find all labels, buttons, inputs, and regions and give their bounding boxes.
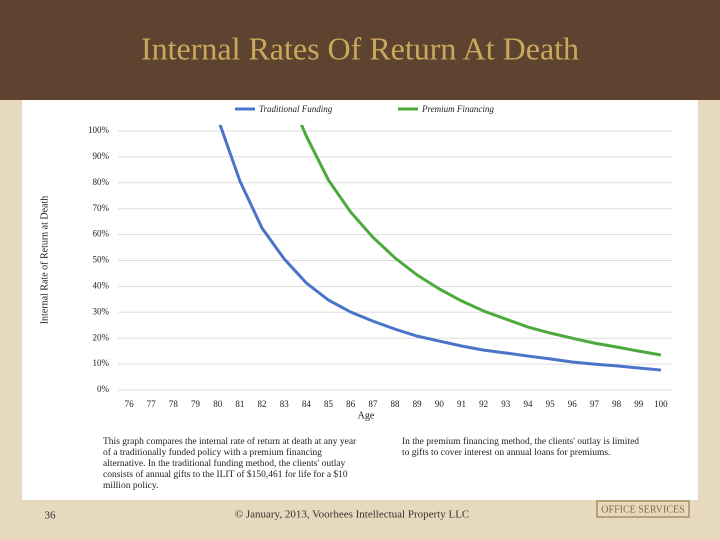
x-tick-label: 99 (634, 399, 644, 409)
x-tick-label: 94 (523, 399, 533, 409)
x-tick-label: 86 (346, 399, 356, 409)
x-tick-label: 81 (235, 399, 244, 409)
logo: OFFICE SERVICES (601, 504, 684, 515)
x-tick-label: 84 (302, 399, 312, 409)
logo-box (596, 500, 690, 518)
legend-label: Traditional Funding (259, 104, 333, 114)
x-tick-label: 92 (479, 399, 488, 409)
x-tick-label: 100 (654, 399, 668, 409)
page-number: 36 (45, 510, 57, 522)
y-tick-label: 60% (93, 229, 110, 239)
header-band (0, 0, 720, 100)
y-tick-label: 70% (93, 203, 110, 213)
y-tick-label: 20% (93, 332, 110, 342)
y-tick-label: 0% (97, 384, 110, 394)
y-tick-label: 90% (93, 151, 110, 161)
legend-label: Premium Financing (421, 104, 494, 114)
x-tick-label: 98 (612, 399, 622, 409)
note: This graph compares the internal rate of… (103, 437, 357, 491)
x-tick-label: 79 (191, 399, 201, 409)
y-tick-label: 40% (93, 280, 110, 290)
x-tick-label: 77 (147, 399, 157, 409)
x-tick-label: 76 (125, 399, 135, 409)
x-tick-label: 96 (568, 399, 578, 409)
x-tick-label: 89 (413, 399, 423, 409)
x-tick-label: 78 (169, 399, 179, 409)
x-tick-label: 87 (368, 399, 378, 409)
x-tick-label: 85 (324, 399, 334, 409)
y-tick-label: 100% (88, 125, 110, 135)
x-tick-label: 88 (391, 399, 401, 409)
note: In the premium financing method, the cli… (402, 437, 640, 458)
x-axis-label: Age (358, 410, 375, 421)
x-tick-label: 93 (501, 399, 511, 409)
x-tick-label: 90 (435, 399, 445, 409)
x-tick-label: 82 (258, 399, 267, 409)
slide-title: Internal Rates Of Return At Death (141, 30, 579, 66)
y-axis-label: Internal Rate of Return at Death (39, 196, 50, 325)
y-tick-label: 30% (93, 306, 110, 316)
x-tick-label: 97 (590, 399, 600, 409)
y-tick-label: 50% (93, 255, 110, 265)
x-tick-label: 83 (280, 399, 290, 409)
x-tick-label: 95 (546, 399, 556, 409)
y-tick-label: 80% (93, 177, 110, 187)
x-tick-label: 91 (457, 399, 466, 409)
chart-panel (22, 100, 698, 500)
line (299, 125, 662, 357)
copyright: © January, 2013, Voorhees Intellectual P… (235, 509, 470, 521)
plot-area (218, 125, 662, 372)
line (218, 125, 662, 372)
x-tick-label: 80 (213, 399, 223, 409)
y-tick-label: 10% (93, 358, 110, 368)
